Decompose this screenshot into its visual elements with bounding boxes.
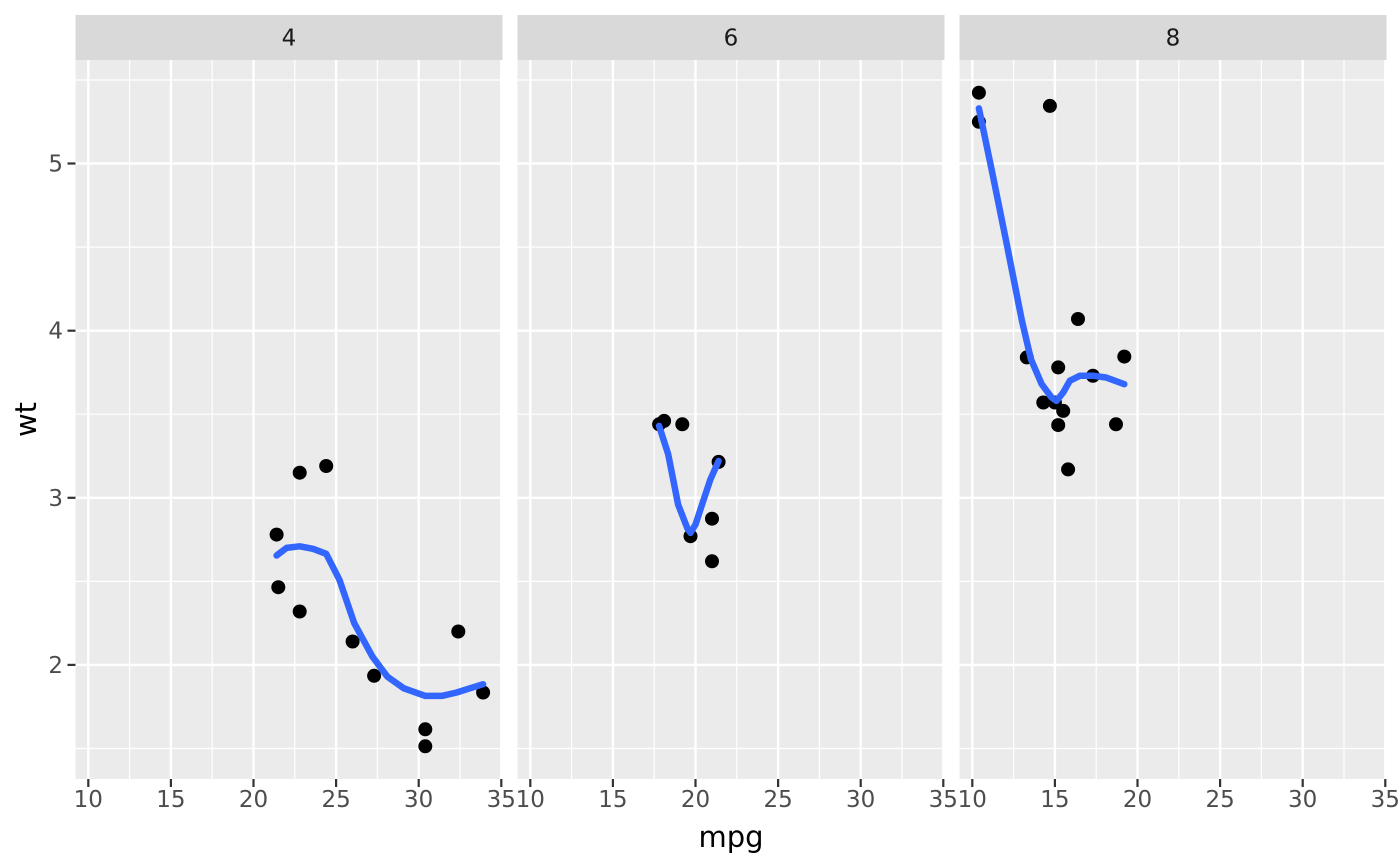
x-tick-label: 30: [404, 787, 433, 813]
facet-panel-4: 4 10 15 20 25 30 35: [74, 15, 516, 813]
data-point: [269, 527, 284, 542]
data-point: [367, 668, 382, 683]
facet-strip: [959, 15, 1387, 60]
facet-panel-8: 8 10 15 20 25 30 35: [958, 15, 1400, 813]
x-tick-label: 10: [516, 787, 545, 813]
x-tick-label: 25: [321, 787, 350, 813]
y-tick-label: 5: [48, 152, 63, 178]
x-tick-label: 30: [846, 787, 875, 813]
y-tick-label: 2: [48, 653, 63, 679]
data-point: [1109, 417, 1123, 432]
y-tick-label: 4: [48, 319, 63, 345]
facet-strip-label: 8: [1166, 26, 1181, 52]
data-point: [1036, 395, 1051, 410]
x-tick-label: 25: [763, 787, 792, 813]
facet-strip: [75, 15, 503, 60]
data-point: [705, 554, 719, 569]
data-point: [345, 634, 360, 649]
data-point: [1051, 418, 1066, 433]
data-point: [1042, 98, 1057, 113]
data-point: [292, 604, 307, 619]
data-point: [971, 85, 986, 100]
x-tick-label: 35: [929, 787, 958, 813]
data-point: [675, 417, 690, 432]
data-point: [451, 624, 466, 639]
panel-background: [959, 60, 1387, 779]
data-point: [1117, 349, 1132, 364]
x-tick-label: 15: [156, 787, 185, 813]
data-point: [418, 722, 433, 737]
facet-strip-label: 6: [724, 26, 739, 52]
data-point: [292, 465, 307, 480]
smooth-line: [655, 422, 722, 537]
x-tick-label: 15: [1040, 787, 1069, 813]
x-tick-label: 10: [958, 787, 987, 813]
x-tick-label: 20: [1123, 787, 1152, 813]
x-tick-label: 35: [1371, 787, 1400, 813]
x-axis-title: mpg: [698, 820, 763, 854]
x-tick-label: 35: [487, 787, 516, 813]
x-tick-label: 15: [598, 787, 627, 813]
facet-strip: [517, 15, 945, 60]
y-tick-label: 3: [48, 486, 63, 512]
x-tick-label: 30: [1288, 787, 1317, 813]
smooth-line: [273, 543, 487, 700]
y-axis-title: wt: [9, 402, 43, 437]
data-point: [1071, 312, 1085, 326]
data-point: [418, 739, 433, 754]
x-tick-label: 25: [1205, 787, 1234, 813]
data-point: [1061, 462, 1076, 477]
x-tick-label: 10: [74, 787, 103, 813]
y-axis: 2 3 4 5: [48, 152, 76, 679]
smooth-line: [975, 105, 1128, 405]
panel-background: [75, 60, 503, 779]
facet-panel-6: 6 10 15 20 25 30 35: [516, 15, 958, 813]
panel-background: [517, 60, 945, 779]
data-point: [319, 459, 334, 473]
x-tick-label: 20: [239, 787, 268, 813]
data-point: [1051, 360, 1066, 375]
x-tick-label: 20: [681, 787, 710, 813]
data-point: [271, 580, 286, 595]
facet-strip-label: 4: [282, 26, 297, 52]
data-point: [476, 685, 491, 700]
facet-panels-group: 4 10 15 20 25 30 35 6 10 15 20 25 30 35 8 10 15 20 25 30 35: [74, 15, 1400, 813]
data-point: [705, 511, 719, 526]
